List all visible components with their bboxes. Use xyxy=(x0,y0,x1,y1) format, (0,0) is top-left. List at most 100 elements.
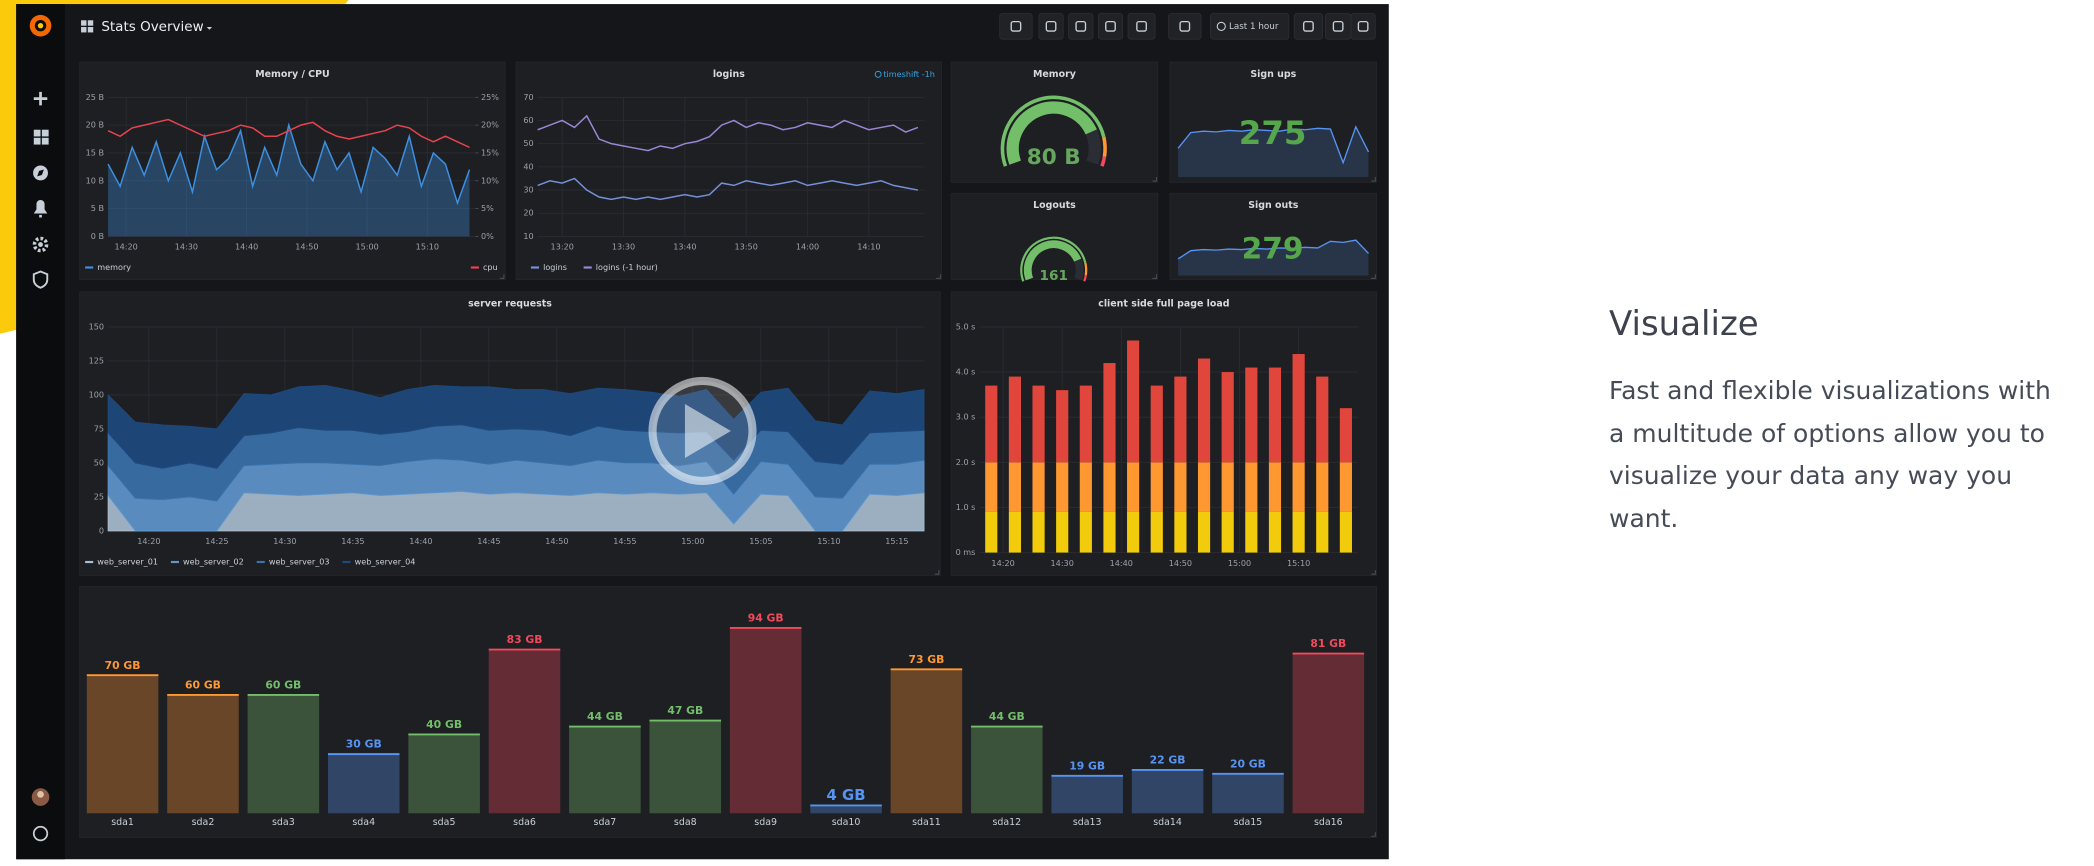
x-tick-label: 15:10 xyxy=(817,536,840,546)
panel-title[interactable]: Memory xyxy=(1033,69,1076,80)
toolbar-button[interactable] xyxy=(1350,13,1376,40)
y-tick-label: 0 ms xyxy=(956,547,976,557)
x-tick-label: 14:20 xyxy=(137,536,160,546)
panel xyxy=(515,61,943,281)
toolbar-button[interactable] xyxy=(999,13,1033,40)
bar xyxy=(327,754,400,814)
toolbar-button[interactable] xyxy=(1127,13,1156,40)
alerting-icon[interactable] xyxy=(33,199,48,218)
bar-segment xyxy=(1316,462,1329,512)
toolbar-button[interactable] xyxy=(1210,13,1290,40)
value-label: 81 GB xyxy=(1310,637,1346,650)
logo-dot xyxy=(37,22,44,29)
annotation: timeshift -1h xyxy=(883,69,935,79)
panel-title[interactable]: logins xyxy=(713,69,745,80)
series-line xyxy=(107,122,471,206)
category-label: sda13 xyxy=(1073,817,1102,828)
x-tick-label: 14:20 xyxy=(114,242,137,252)
bar-segment xyxy=(1103,363,1116,463)
toolbar-button[interactable] xyxy=(1293,13,1324,40)
config-hub xyxy=(38,242,43,247)
value-label: 19 GB xyxy=(1069,759,1105,772)
legend-label: logins xyxy=(543,262,567,272)
bar-segment xyxy=(1339,462,1352,512)
button-glyph xyxy=(1045,20,1057,32)
bar-segment xyxy=(1174,462,1187,512)
bar xyxy=(86,675,159,814)
bar-segment xyxy=(1292,462,1305,512)
panel xyxy=(950,291,1378,576)
legend-label: memory xyxy=(97,262,131,272)
dashboard-icon xyxy=(87,20,94,26)
panel xyxy=(79,61,506,281)
panel-title[interactable]: client side full page load xyxy=(1098,298,1229,309)
threshold-arc xyxy=(1000,95,1106,167)
y-tick-label: 50 xyxy=(523,138,533,148)
dashboards-icon[interactable] xyxy=(41,129,49,137)
bar-segment xyxy=(1245,511,1258,553)
panel-title[interactable]: Logouts xyxy=(1033,200,1076,211)
y2-tick-label: 20% xyxy=(481,120,499,130)
toolbar-button[interactable] xyxy=(1168,13,1202,40)
value-label: 60 GB xyxy=(185,678,221,691)
category-label: sda12 xyxy=(992,817,1021,828)
shield-icon[interactable] xyxy=(32,270,49,289)
threshold-arc xyxy=(1084,262,1088,276)
dashboards-icon[interactable] xyxy=(33,137,41,145)
y2-tick-label: 5% xyxy=(481,203,494,213)
value-label: 4 GB xyxy=(827,786,866,804)
toolbar-button[interactable] xyxy=(1068,13,1094,40)
bar-segment xyxy=(1079,462,1092,512)
resize-handle xyxy=(1371,570,1376,575)
stat-value: 275 xyxy=(1239,114,1307,152)
legend-label: cpu xyxy=(483,262,498,272)
legend-label: web_server_04 xyxy=(355,557,416,567)
series-line xyxy=(537,114,919,152)
panel-title[interactable]: Sign outs xyxy=(1248,200,1299,211)
panel-title[interactable]: Memory / CPU xyxy=(255,69,329,80)
y2-tick-label: 15% xyxy=(481,147,499,157)
toolbar-button[interactable] xyxy=(1097,13,1124,40)
panel-title[interactable]: Sign ups xyxy=(1250,69,1296,80)
gauge-value-label: 80 B xyxy=(1027,145,1081,170)
category-label: sda10 xyxy=(832,817,861,828)
dashboards-icon[interactable] xyxy=(41,137,49,145)
bar-segment xyxy=(1150,511,1163,553)
x-tick-label: 14:45 xyxy=(477,536,500,546)
help-icon[interactable] xyxy=(32,825,49,842)
y-tick-label: 25 xyxy=(94,491,104,501)
x-tick-label: 14:30 xyxy=(1051,558,1074,568)
bar-segment xyxy=(1339,408,1352,463)
bar xyxy=(1212,773,1284,814)
y-tick-label: 100 xyxy=(89,389,104,399)
clock-glyph xyxy=(1216,21,1226,31)
toolbar-button[interactable] xyxy=(1038,13,1064,40)
create-icon[interactable] xyxy=(33,91,48,106)
feature-body-line: a multitude of options allow you to xyxy=(1609,418,2045,448)
x-tick-label: 14:40 xyxy=(409,536,432,546)
time-range[interactable]: Last 1 hour xyxy=(1229,22,1279,32)
bar xyxy=(729,627,802,814)
y-tick-label: 125 xyxy=(89,355,104,365)
category-label: sda7 xyxy=(594,817,617,828)
x-tick-label: 15:10 xyxy=(416,242,439,252)
x-tick-label: 15:15 xyxy=(885,536,908,546)
bar-segment xyxy=(1316,376,1329,463)
y-tick-label: 10 xyxy=(523,231,533,241)
sparkline-fill xyxy=(1178,126,1369,177)
y-tick-label: 50 xyxy=(94,457,104,467)
x-tick-label: 14:35 xyxy=(341,536,364,546)
title-caret xyxy=(206,27,213,30)
panel xyxy=(1169,61,1378,183)
bar-segment xyxy=(1245,462,1258,512)
panel-title[interactable]: server requests xyxy=(468,298,552,309)
config-icon[interactable] xyxy=(32,236,49,253)
resize-handle xyxy=(1152,274,1157,279)
dashboards-icon[interactable] xyxy=(33,129,41,137)
category-label: sda3 xyxy=(272,817,295,828)
value-label: 70 GB xyxy=(105,659,141,672)
dashboard-title[interactable]: Stats Overview xyxy=(101,19,203,35)
toolbar-button[interactable] xyxy=(1324,13,1352,40)
x-tick-label: 14:50 xyxy=(1169,558,1192,568)
